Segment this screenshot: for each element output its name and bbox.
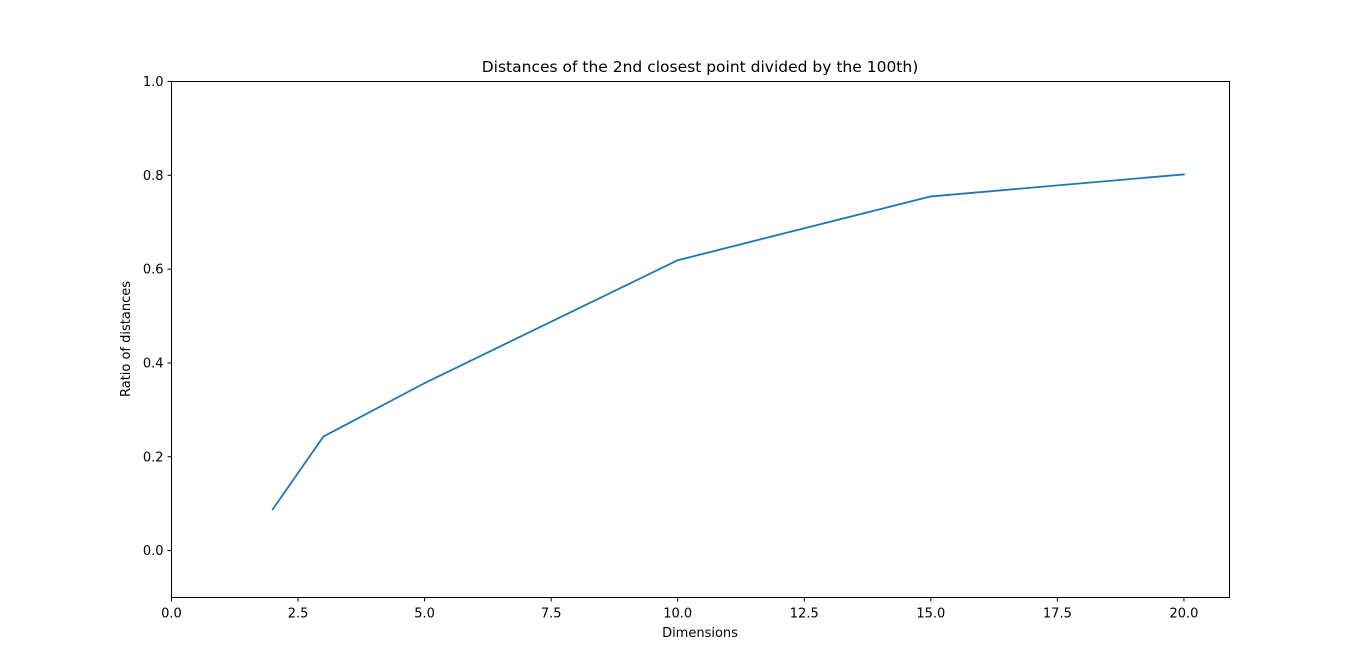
plot-area [171, 81, 1230, 598]
y-tick-label: 0.4 [143, 356, 164, 371]
x-axis: 0.0 2.5 5.0 7.5 10.0 12.5 15.0 17.5 20.0 [161, 597, 1198, 622]
y-tick-label: 0.2 [143, 450, 164, 465]
x-tick-label: 17.5 [1043, 607, 1072, 622]
axes-frame [171, 81, 1230, 598]
x-tick-label: 20.0 [1169, 607, 1198, 622]
x-tick-label: 12.5 [790, 607, 819, 622]
x-tick-label: 15.0 [916, 607, 945, 622]
x-tick-label: 0.0 [161, 607, 182, 622]
series-layer [271, 173, 1185, 511]
x-tick-label: 10.0 [663, 607, 692, 622]
y-axis-label: Ratio of distances [119, 281, 134, 397]
y-tick-label: 0.0 [143, 544, 164, 559]
x-tick-label: 5.0 [414, 607, 435, 622]
y-tick-label: 1.0 [143, 75, 164, 90]
y-tick-label: 0.6 [143, 263, 164, 278]
y-tick-label: 0.8 [143, 169, 164, 184]
x-tick-label: 7.5 [541, 607, 562, 622]
x-axis-label: Dimensions [662, 626, 738, 641]
y-axis: 0.0 0.2 0.4 0.6 0.8 1.0 [143, 75, 172, 559]
x-tick-label: 2.5 [288, 607, 309, 622]
series-line-0 [271, 173, 1185, 511]
chart-title: Distances of the 2nd closest point divid… [482, 58, 919, 76]
